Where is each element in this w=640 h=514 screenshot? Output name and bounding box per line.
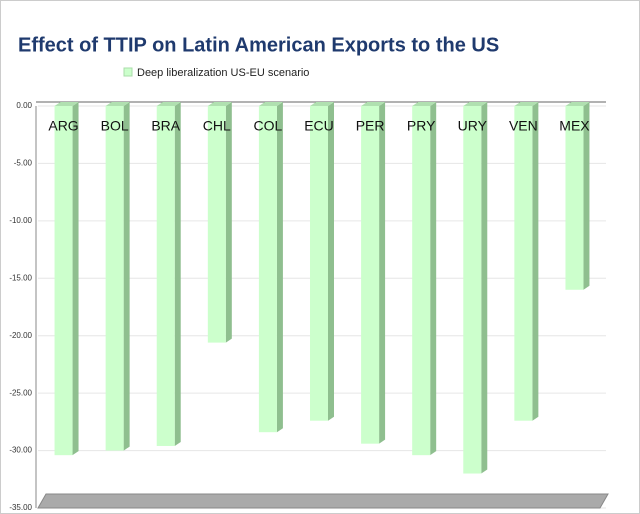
x-tick-label: PRY xyxy=(407,118,436,134)
chart-title: Effect of TTIP on Latin American Exports… xyxy=(18,34,499,56)
y-tick-label: -10.00 xyxy=(9,216,32,225)
bar xyxy=(207,106,226,343)
bar xyxy=(514,106,533,421)
bar-side xyxy=(72,102,79,456)
bar xyxy=(412,106,431,456)
bar-top xyxy=(514,102,539,106)
x-tick-label: ARG xyxy=(48,118,78,134)
y-tick-label: -5.00 xyxy=(14,159,33,168)
x-tick-label: COL xyxy=(254,118,283,134)
plot-floor xyxy=(37,493,609,509)
legend-label: Deep liberalization US-EU scenario xyxy=(137,67,309,79)
bar-side xyxy=(481,102,488,474)
x-tick-label: URY xyxy=(458,118,488,134)
legend-swatch xyxy=(123,67,133,77)
bar-top xyxy=(258,102,283,106)
bar-side xyxy=(583,102,590,290)
bar-top xyxy=(156,102,181,106)
bar-top xyxy=(463,102,488,106)
bar xyxy=(156,106,175,446)
bar-top xyxy=(207,102,232,106)
bar xyxy=(361,106,380,444)
x-tick-label: ECU xyxy=(304,118,334,134)
y-tick-label: -30.00 xyxy=(9,446,32,455)
x-tick-label: MEX xyxy=(559,118,590,134)
bar-top xyxy=(412,102,437,106)
bar xyxy=(258,106,277,433)
bar-top xyxy=(105,102,130,106)
bar-top xyxy=(565,102,590,106)
bar-side xyxy=(430,102,437,456)
x-tick-label: BOL xyxy=(101,118,129,134)
bar xyxy=(105,106,124,451)
bar xyxy=(54,106,73,456)
y-tick-label: -20.00 xyxy=(9,331,32,340)
y-tick-label: -35.00 xyxy=(9,503,32,512)
x-tick-label: VEN xyxy=(509,118,538,134)
x-tick-label: BRA xyxy=(151,118,180,134)
bar-side xyxy=(174,102,181,446)
bar-side xyxy=(276,102,283,433)
bar-top xyxy=(361,102,386,106)
x-tick-label: CHL xyxy=(203,118,231,134)
bar-side xyxy=(225,102,232,343)
bar xyxy=(463,106,482,474)
bar-top xyxy=(54,102,79,106)
x-tick-label: PER xyxy=(356,118,385,134)
bar-side xyxy=(532,102,539,421)
y-tick-label: -15.00 xyxy=(9,273,32,282)
bar-side xyxy=(328,102,334,421)
bar-side xyxy=(379,102,386,444)
bar xyxy=(565,106,584,290)
bar xyxy=(310,106,328,421)
y-tick-label: 0.00 xyxy=(16,101,32,110)
bar-side xyxy=(123,102,130,451)
y-tick-label: -25.00 xyxy=(9,388,32,397)
bar-top xyxy=(310,102,334,106)
